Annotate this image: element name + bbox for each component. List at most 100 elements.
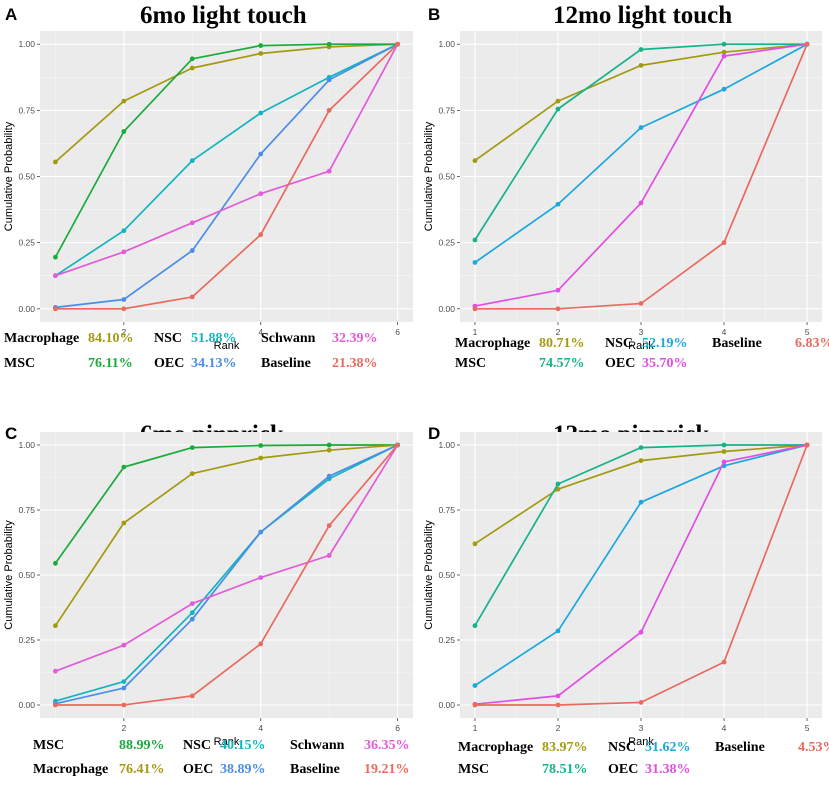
data-point-baseline	[638, 700, 644, 705]
panel-letter: D	[428, 424, 441, 443]
y-tick-label: 1.00	[18, 440, 35, 450]
x-tick-label: 6	[395, 327, 400, 337]
data-point-oec	[258, 529, 264, 535]
legend-value: 34.13%	[191, 356, 237, 371]
legend-value: 76.41%	[119, 762, 165, 777]
legend-value: 76.11%	[88, 356, 133, 371]
x-tick-label: 6	[395, 723, 400, 733]
y-tick-label: 1.00	[438, 39, 455, 49]
data-point-baseline	[804, 41, 810, 47]
legend-value: 88.99%	[119, 738, 165, 753]
data-point-msc	[189, 445, 195, 450]
data-point-baseline	[258, 641, 264, 647]
data-point-oec	[326, 473, 332, 479]
data-point-macrophage	[472, 541, 478, 547]
data-point-schwann	[189, 601, 195, 606]
data-point-macrophage	[638, 458, 644, 463]
data-point-baseline	[326, 107, 332, 113]
y-axis-label: Cumulative Probability	[3, 520, 15, 630]
series-line-baseline	[55, 43, 399, 310]
y-tick-label: 0.50	[438, 570, 455, 580]
legend-label: Schwann	[290, 738, 345, 753]
data-point-msc	[326, 41, 332, 47]
data-point-macrophage	[52, 623, 58, 629]
y-axis-label: Cumulative Probability	[423, 121, 435, 231]
x-tick-label: 5	[805, 327, 810, 337]
data-point-schwann	[52, 273, 58, 279]
data-point-baseline	[555, 306, 561, 312]
legend-value: 31.38%	[645, 762, 691, 777]
data-point-macrophage	[189, 65, 195, 71]
data-point-schwann	[121, 249, 127, 255]
y-tick-label: 0.75	[18, 505, 35, 515]
data-point-msc	[721, 41, 727, 47]
legend-value: 84.10%	[88, 331, 134, 346]
data-point-baseline	[52, 702, 58, 708]
legend-label: Baseline	[290, 762, 340, 777]
data-point-nsc	[189, 158, 195, 164]
x-tick-label: 4	[258, 723, 263, 733]
y-tick-label: 0.00	[18, 700, 35, 710]
data-point-oec	[638, 200, 644, 206]
line-chart: 0.00 0.25 0.50 0.75 1.00 2 4 6 Rank Cumulative Pr…	[3, 432, 413, 748]
series-line-msc	[54, 43, 398, 258]
data-point-schwann	[52, 668, 58, 674]
data-point-nsc	[121, 679, 127, 684]
x-tick-label: 2	[121, 327, 126, 337]
data-point-macrophage	[258, 51, 264, 56]
y-tick-label: 0.25	[18, 238, 35, 248]
legend-value: 38.89%	[220, 762, 266, 777]
data-point-baseline	[121, 702, 127, 708]
data-point-baseline	[121, 306, 127, 312]
legend-label: NSC	[605, 336, 634, 351]
y-tick-label: 1.00	[438, 440, 455, 450]
data-point-nsc	[555, 201, 561, 207]
data-point-macrophage	[121, 520, 127, 526]
legend-value: 80.71%	[539, 336, 585, 351]
data-point-macrophage	[326, 447, 332, 453]
data-point-msc	[121, 464, 127, 470]
legend-label: OEC	[605, 356, 636, 371]
data-point-nsc	[721, 86, 727, 92]
data-point-msc	[52, 560, 58, 566]
chart-title: 6mo light touch	[140, 2, 307, 29]
data-point-nsc	[555, 628, 561, 634]
data-point-msc	[121, 129, 127, 134]
x-tick-label: 2	[556, 723, 561, 733]
series-line-oec	[55, 43, 398, 309]
line-chart: 0.00 0.25 0.50 0.75 1.00 1 2 3 4 5 Rank Cumulative …	[423, 432, 822, 748]
data-point-baseline	[472, 306, 478, 312]
legend-label: NSC	[183, 738, 212, 753]
data-point-baseline	[638, 301, 644, 306]
y-tick-label: 0.50	[18, 172, 35, 182]
series-line-msc	[54, 444, 398, 564]
legend-label: Macrophage	[4, 331, 80, 346]
data-point-msc	[472, 623, 478, 629]
data-point-msc	[638, 47, 644, 52]
data-point-schwann	[258, 575, 264, 580]
data-point-schwann	[121, 642, 127, 648]
data-point-msc	[258, 43, 264, 48]
series-line-baseline	[55, 444, 399, 706]
data-point-nsc	[472, 683, 478, 688]
data-point-msc	[52, 254, 58, 260]
data-point-oec	[721, 459, 727, 465]
data-point-schwann	[258, 191, 264, 197]
x-tick-label: 3	[639, 327, 644, 337]
data-point-macrophage	[258, 455, 264, 461]
y-tick-label: 0.25	[18, 635, 35, 645]
data-point-macrophage	[472, 158, 478, 164]
legend-value: 21.38%	[332, 356, 378, 371]
data-point-baseline	[395, 41, 401, 47]
data-point-macrophage	[721, 449, 727, 454]
data-point-msc	[472, 237, 478, 243]
legend-label: MSC	[455, 356, 487, 371]
y-tick-label: 0.75	[438, 105, 455, 115]
legend-value: 78.51%	[542, 762, 588, 777]
panel-letter: B	[428, 5, 441, 24]
panel-letter: C	[5, 424, 18, 443]
legend-value: 74.57%	[539, 356, 585, 371]
data-point-oec	[326, 77, 332, 83]
series-line-nsc	[55, 444, 398, 702]
series-line-schwann	[55, 43, 399, 277]
